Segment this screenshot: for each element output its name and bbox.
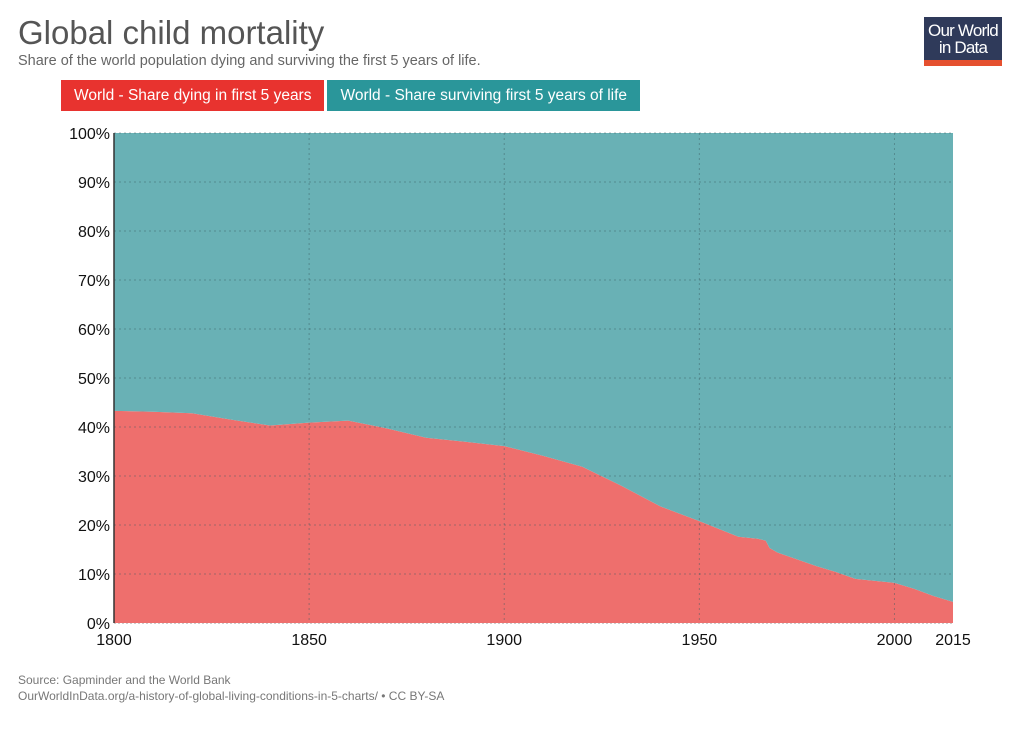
x-tick-label: 1900 bbox=[486, 632, 522, 649]
y-tick-label: 100% bbox=[69, 126, 110, 143]
chart-title: Global child mortality bbox=[18, 14, 325, 51]
legend-item-surviving[interactable]: World - Share surviving first 5 years of… bbox=[327, 80, 641, 111]
y-tick-label: 10% bbox=[78, 567, 110, 584]
y-tick-label: 20% bbox=[78, 518, 110, 535]
y-tick-label: 70% bbox=[78, 273, 110, 290]
logo-accent-bar bbox=[924, 60, 1002, 66]
source-url-license[interactable]: OurWorldInData.org/a-history-of-global-l… bbox=[18, 689, 445, 703]
area-series-1[interactable] bbox=[114, 133, 953, 602]
owid-logo[interactable]: Our World in Data bbox=[924, 17, 1002, 66]
x-tick-label: 2015 bbox=[935, 632, 971, 649]
x-tick-label: 1800 bbox=[96, 632, 132, 649]
area-series-0[interactable] bbox=[114, 410, 953, 623]
logo-line-1: Our World bbox=[928, 21, 999, 40]
footer: Source: Gapminder and the World Bank Our… bbox=[18, 672, 444, 704]
legend-item-dying[interactable]: World - Share dying in first 5 years bbox=[61, 80, 325, 111]
y-tick-label: 60% bbox=[78, 322, 110, 339]
x-tick-label: 1950 bbox=[682, 632, 718, 649]
x-tick-label: 1850 bbox=[291, 632, 327, 649]
legend: World - Share dying in first 5 years Wor… bbox=[61, 80, 641, 111]
y-tick-label: 50% bbox=[78, 371, 110, 388]
y-tick-label: 0% bbox=[87, 616, 110, 633]
logo-line-2: in Data bbox=[938, 38, 988, 57]
source-note: Source: Gapminder and the World Bank bbox=[18, 673, 231, 687]
y-tick-label: 80% bbox=[78, 224, 110, 241]
y-tick-label: 90% bbox=[78, 175, 110, 192]
y-tick-label: 40% bbox=[78, 420, 110, 437]
chart-subtitle: Share of the world population dying and … bbox=[18, 53, 481, 69]
y-tick-label: 30% bbox=[78, 469, 110, 486]
x-tick-label: 2000 bbox=[877, 632, 913, 649]
